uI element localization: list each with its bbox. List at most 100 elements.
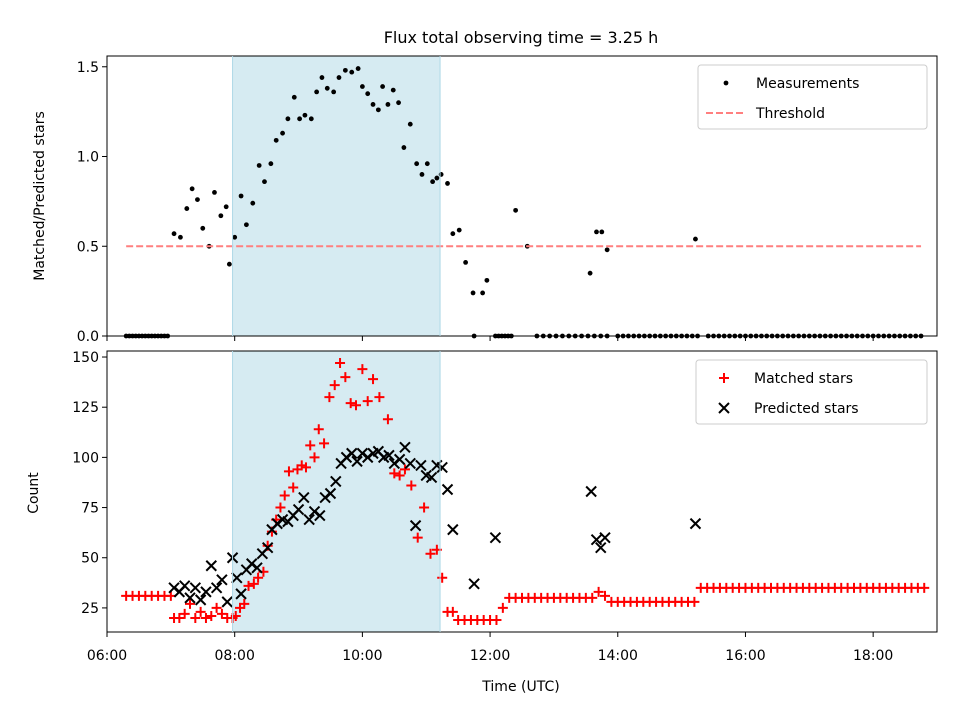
data-point [389, 468, 400, 479]
data-point [331, 89, 337, 95]
data-point [407, 121, 413, 127]
data-point [491, 614, 502, 625]
legend-box [697, 64, 928, 130]
data-point [335, 358, 346, 369]
data-point [291, 94, 297, 100]
data-point [185, 598, 195, 609]
data-point [419, 502, 430, 513]
data-point [200, 612, 211, 623]
bottom-legend: Matched stars Predicted stars [695, 359, 928, 425]
data-point [513, 207, 519, 213]
data-point [179, 608, 190, 619]
data-point [340, 372, 351, 383]
data-point [243, 580, 254, 591]
data-point [404, 457, 416, 470]
data-point [200, 225, 206, 231]
data-point [221, 596, 233, 608]
data-point [355, 66, 361, 71]
data-point [250, 200, 256, 206]
data-point [447, 523, 459, 536]
data-point [447, 606, 458, 617]
top-legend: Measurements Threshold [697, 64, 928, 130]
data-point [399, 464, 410, 475]
data-point [223, 204, 229, 210]
y-tick-label: 1.0 [77, 150, 99, 166]
data-point [189, 582, 202, 594]
data-point [362, 396, 373, 407]
data-point [593, 586, 604, 597]
data-point [441, 483, 454, 496]
data-point [262, 179, 267, 185]
data-point [351, 455, 363, 468]
data-point [450, 231, 456, 237]
data-point [359, 84, 365, 89]
data-point [190, 612, 201, 623]
y-tick-label: 75 [81, 501, 99, 517]
data-point [329, 380, 340, 391]
data-point [243, 222, 249, 228]
y-tick-label: 25 [81, 601, 99, 617]
data-point [585, 485, 597, 498]
bottom-x-ticks: 06:00 08:00 10:00 12:00 14:00 16:00 18:00 [87, 632, 893, 664]
bottom-y-axis-label: Count [26, 472, 42, 514]
top-axes-frame [106, 55, 938, 337]
data-point [248, 578, 259, 589]
data-point [314, 509, 326, 522]
data-point [253, 572, 264, 583]
data-point [211, 602, 222, 613]
data-point [594, 229, 599, 235]
y-tick-label: 100 [72, 450, 99, 466]
data-point [396, 100, 401, 106]
y-tick-label: 0.0 [77, 329, 99, 345]
data-point [385, 102, 391, 107]
data-point [470, 290, 476, 296]
data-point [587, 270, 593, 276]
data-point [288, 482, 299, 493]
data-point [401, 145, 407, 150]
bottom-panel: 25 50 75 100 125 150 06:00 08:00 10:00 12:00 14:0… [26, 350, 938, 695]
data-point [484, 277, 490, 283]
x-tick-label: 06:00 [87, 648, 127, 664]
data-point [383, 449, 395, 462]
data-point [216, 608, 227, 619]
data-point [251, 562, 263, 574]
data-point [336, 75, 342, 80]
data-point [370, 102, 376, 107]
data-point [205, 560, 217, 572]
legend-label: Matched stars [754, 371, 853, 387]
data-point [424, 161, 430, 167]
y-tick-label: 125 [72, 400, 99, 416]
data-point [693, 236, 698, 242]
data-point [283, 466, 294, 477]
y-tick-label: 150 [72, 350, 99, 366]
data-point [342, 67, 348, 73]
data-point [239, 598, 250, 609]
legend-box [695, 359, 928, 425]
x-tick-label: 08:00 [215, 648, 255, 664]
data-point [399, 441, 411, 454]
top-panel: 0.0 0.5 1.0 1.5 Matched/Predicted stars Mea… [32, 55, 938, 345]
data-point [314, 89, 320, 95]
top-highlight-span [232, 56, 441, 336]
x-axis-label: Time (UTC) [481, 679, 559, 695]
data-point [194, 594, 207, 606]
data-point [305, 440, 316, 451]
x-tick-label: 10:00 [342, 648, 382, 664]
data-point [497, 602, 508, 613]
x-tick-label: 12:00 [470, 648, 510, 664]
bottom-highlight-span [232, 351, 441, 632]
data-point [261, 541, 274, 554]
data-point [595, 541, 607, 554]
top-y-axis-label: Matched/Predicted stars [32, 111, 48, 281]
y-tick-label: 0.5 [77, 239, 99, 255]
data-point [415, 459, 427, 472]
bottom-plot-area [121, 358, 930, 625]
legend-marker [719, 373, 729, 383]
data-point [268, 161, 274, 167]
data-point [480, 290, 486, 296]
data-point [374, 392, 385, 403]
data-point [324, 85, 330, 91]
data-point [345, 398, 356, 409]
data-point [308, 116, 314, 122]
